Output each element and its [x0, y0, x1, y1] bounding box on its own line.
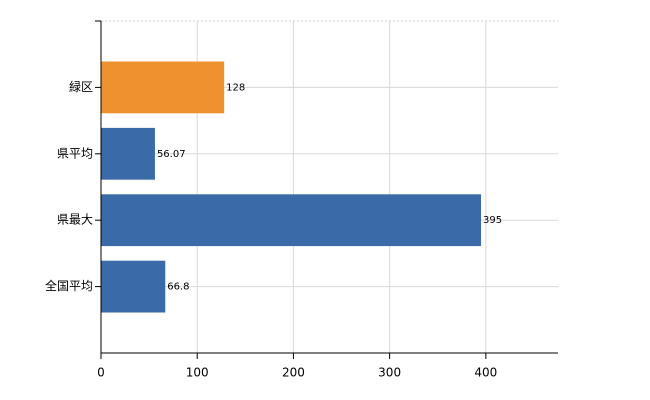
x-tick-label: 300: [378, 366, 401, 380]
bar: [101, 194, 482, 247]
y-tick-label: 県平均: [57, 146, 93, 160]
bar: [101, 61, 225, 114]
x-tick-label: 200: [282, 366, 305, 380]
y-tick-label: 全国平均: [45, 278, 93, 293]
y-tick-label: 県最大: [57, 213, 93, 227]
value-label: 56.07: [157, 149, 186, 160]
value-label: 66.8: [167, 282, 189, 293]
value-label: 395: [483, 215, 502, 226]
x-tick-label: 400: [474, 366, 497, 380]
x-tick-label: 100: [186, 366, 209, 380]
bar: [101, 127, 155, 180]
value-label: 128: [226, 82, 245, 93]
bar: [101, 260, 166, 313]
y-tick-label: 緑区: [69, 79, 93, 94]
x-tick-label: 0: [97, 366, 105, 380]
